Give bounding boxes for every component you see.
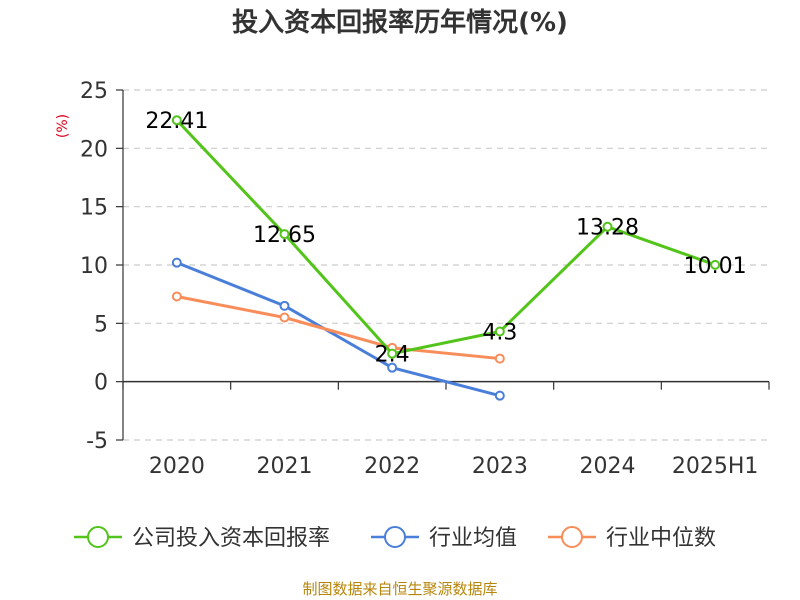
data-label: 2.4	[375, 343, 410, 368]
source-note: 制图数据来自恒生聚源数据库	[302, 580, 497, 598]
data-point	[279, 229, 290, 240]
data-point	[602, 221, 613, 232]
data-label: 10.01	[684, 254, 747, 279]
data-point	[279, 312, 290, 323]
y-tick-label: -5	[86, 429, 108, 454]
data-label: 13.28	[576, 216, 639, 241]
data-point	[494, 326, 505, 337]
y-axis-label: (%)	[55, 114, 71, 138]
y-tick-label: 15	[80, 196, 108, 221]
x-tick-label: 2021	[257, 454, 313, 479]
series-line	[175, 119, 716, 356]
data-point	[387, 348, 398, 359]
y-tick-label: 10	[80, 254, 108, 279]
x-tick-label: 2020	[149, 454, 205, 479]
data-point	[494, 390, 505, 401]
axes: -5 0 5 10 15 20 25 2020 2021 2022 2023 2024 2025H1	[80, 79, 770, 479]
y-tick-label: 25	[80, 79, 108, 104]
chart-title: 投入资本回报率历年情况(%)	[232, 7, 568, 38]
legend: 公司投入资本回报率 行业均值 行业中位数	[74, 526, 716, 551]
data-point	[710, 259, 721, 270]
legend-swatch-marker	[384, 526, 406, 548]
legend-label: 行业中位数	[606, 526, 716, 551]
series-lines	[171, 115, 721, 401]
x-tick-label: 2023	[472, 454, 528, 479]
legend-label: 公司投入资本回报率	[132, 526, 330, 551]
grid-lines	[123, 89, 769, 441]
series-line	[176, 261, 501, 398]
y-tick-label: 20	[80, 137, 108, 162]
data-point	[279, 300, 290, 311]
data-point	[171, 115, 182, 126]
legend-swatch-marker	[87, 526, 109, 548]
legend-label: 行业均值	[429, 526, 517, 551]
data-point	[171, 291, 182, 302]
data-labels: 22.41 12.65 2.4 4.3 13.28 10.01	[145, 109, 746, 367]
y-tick-label: 0	[94, 371, 108, 396]
data-label: 4.3	[482, 321, 517, 346]
x-tick-label: 2024	[580, 454, 636, 479]
data-label: 22.41	[145, 109, 208, 134]
data-point	[387, 362, 398, 373]
data-point	[171, 257, 182, 268]
x-tick-label: 2022	[364, 454, 420, 479]
data-label: 12.65	[253, 223, 316, 248]
data-point	[494, 353, 505, 364]
legend-swatch-marker	[561, 526, 583, 548]
x-tick-label: 2025H1	[672, 454, 759, 479]
series-line	[176, 295, 500, 361]
y-tick-label: 5	[94, 312, 108, 337]
